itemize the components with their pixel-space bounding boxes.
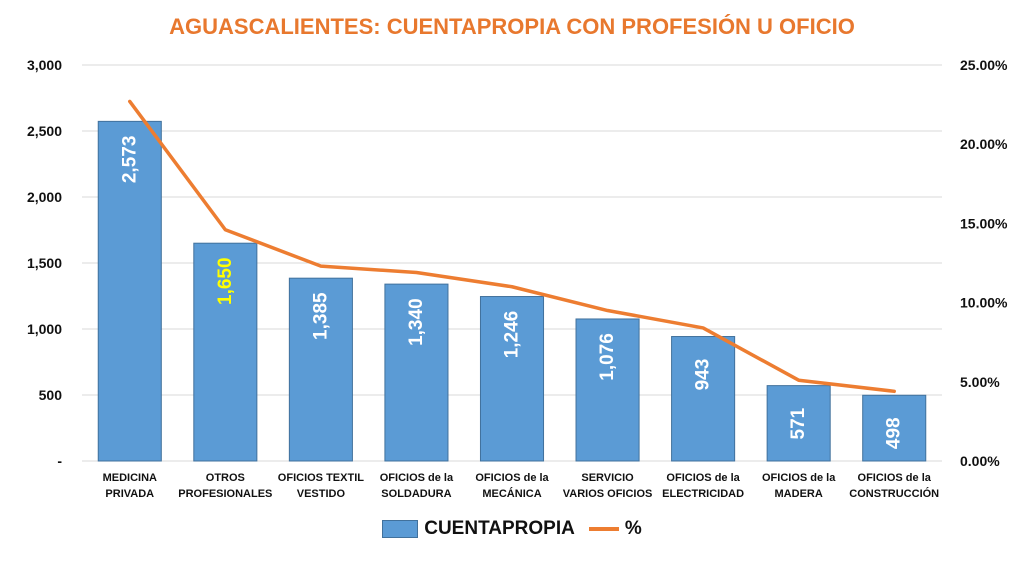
chart-plot: - 500 1,000 1,500 2,000 2,500 3,000 0.00% 5.00% 1… — [27, 57, 1008, 500]
x-tick-label: OFICIOS de la ELECTRICIDAD — [662, 472, 744, 500]
bar-data-label: 1,385 — [310, 292, 331, 340]
bar-data-label: 1,340 — [406, 298, 427, 346]
bar — [575, 318, 640, 462]
x-tick-label: OFICIOS de la SOLDADURA — [380, 472, 454, 500]
bar-data-label: 498 — [884, 417, 905, 449]
bar — [193, 242, 258, 462]
y-right-tick-label: 10.00% — [960, 295, 1008, 311]
bar — [671, 336, 736, 462]
legend-label-line: % — [624, 518, 642, 539]
x-tick-label: SERVICIO VARIOS OFICIOS — [563, 472, 653, 500]
bar-data-label: 571 — [788, 407, 809, 439]
y-right-tick-label: 20.00% — [960, 136, 1008, 152]
bar-data-label: 1,246 — [502, 311, 523, 359]
x-tick-label: MEDICINA PRIVADA — [103, 472, 157, 500]
legend-label-bar: CUENTAPROPIA — [424, 518, 575, 539]
bar — [384, 283, 449, 462]
y-left-tick-label: 3,000 — [27, 57, 62, 73]
x-tick-label: OTROS PROFESIONALES — [178, 472, 272, 500]
y-left-tick-label: 1,500 — [27, 255, 62, 271]
bar — [479, 296, 545, 462]
y-right-tick-label: 25.00% — [960, 57, 1008, 73]
bar — [288, 277, 353, 462]
y-right-tick-label: 0.00% — [960, 453, 1000, 469]
bar-data-label: 1,076 — [597, 333, 618, 381]
legend-item-line: % — [588, 518, 642, 540]
bar-data-label: 1,650 — [215, 257, 236, 305]
legend-item-bar: CUENTAPROPIA — [382, 518, 575, 540]
y-right-tick-label: 15.00% — [960, 215, 1008, 231]
x-tick-label: OFICIOS de la CONSTRUCCIÓN — [849, 472, 939, 500]
bar-data-label: 2,573 — [119, 136, 140, 184]
bar — [766, 385, 831, 462]
chart-title: AGUASCALIENTES: CUENTAPROPIA CON PROFESI… — [169, 14, 855, 39]
x-tick-label: OFICIOS TEXTIL VESTIDO — [278, 472, 364, 500]
x-tick-label: OFICIOS de la MADERA — [762, 472, 836, 500]
bar — [862, 394, 927, 462]
x-tick-label: OFICIOS de la MECÁNICA — [475, 472, 549, 500]
y-left-tick-label: 2,000 — [27, 189, 62, 205]
chart-legend: CUENTAPROPIA % — [0, 518, 1024, 540]
y-left-tick-label: 2,500 — [27, 123, 62, 139]
legend-swatch-line — [588, 527, 619, 531]
y-right-tick-label: 5.00% — [960, 374, 1000, 390]
bar-data-label: 943 — [693, 359, 714, 391]
y-left-tick-label: - — [57, 453, 62, 469]
bar — [97, 120, 162, 462]
y-left-tick-label: 1,000 — [27, 321, 62, 337]
legend-swatch-bar — [382, 520, 419, 538]
y-left-tick-label: 500 — [39, 387, 63, 403]
series-line-percent — [128, 99, 896, 394]
